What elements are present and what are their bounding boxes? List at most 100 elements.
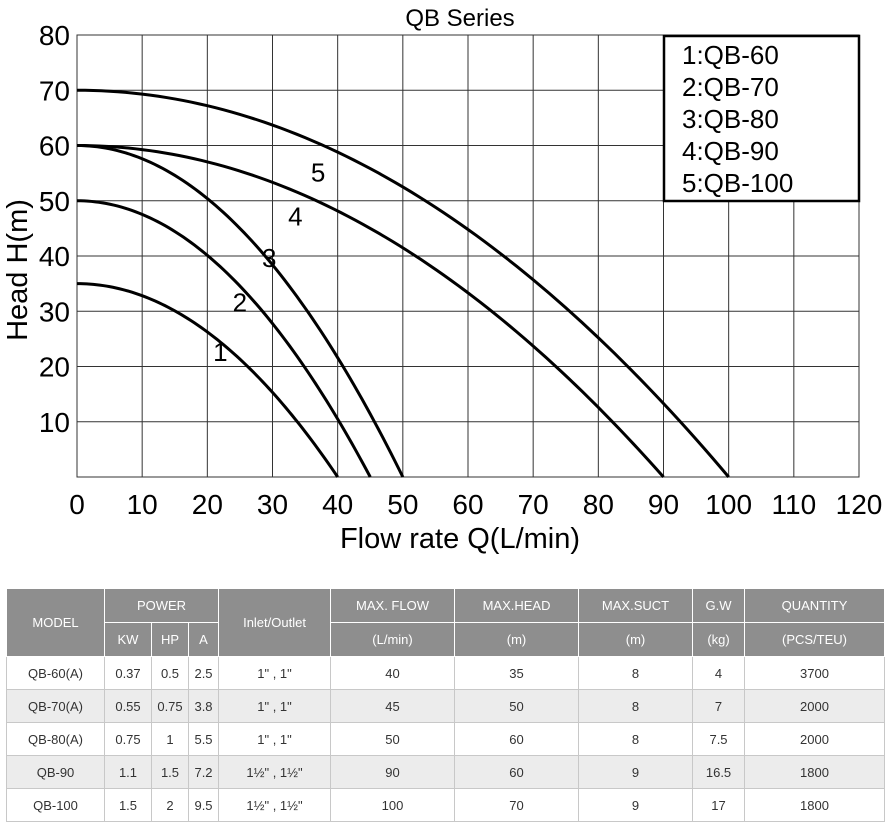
cell-flow: 90: [330, 755, 456, 789]
cell-suct: 8: [578, 689, 694, 723]
y-tick-label: 80: [39, 20, 70, 51]
y-tick-label: 70: [39, 75, 70, 106]
x-tick-label: 100: [705, 489, 752, 520]
cell-kw: 0.37: [104, 656, 152, 690]
curve-label: 1: [213, 337, 227, 367]
cell-inlet: 1" , 1": [218, 722, 332, 756]
cell-hp: 0.5: [151, 656, 189, 690]
legend-entry: 3:QB-80: [682, 104, 779, 134]
cell-qty: 2000: [744, 722, 886, 756]
chart-title: QB Series: [405, 5, 514, 32]
cell-hp: 1.5: [151, 755, 189, 789]
cell-qty: 3700: [744, 656, 886, 690]
table-row: QB-90 1.1 1.5 7.2 1½" , 1½" 90 60 9 16.5…: [6, 755, 886, 789]
curve-3: [76, 144, 405, 478]
cell-flow: 100: [330, 788, 456, 822]
x-tick-label: 120: [836, 489, 883, 520]
chart-curves: [76, 88, 730, 478]
cell-a: 5.5: [187, 722, 220, 756]
cell-gw: 4: [692, 656, 746, 690]
table-row: QB-60(A) 0.37 0.5 2.5 1" , 1" 40 35 8 4 …: [6, 656, 886, 690]
y-tick-label: 60: [39, 131, 70, 162]
cell-qty: 1800: [744, 755, 886, 789]
legend-entry: 5:QB-100: [682, 168, 793, 198]
header-inlet-outlet: Inlet/Outlet: [218, 588, 332, 657]
legend-entry: 4:QB-90: [682, 136, 779, 166]
x-tick-label: 90: [648, 489, 679, 520]
header-a: A: [187, 622, 220, 657]
y-axis-tick-labels: 10 20 30 40 50 60 70 80: [39, 20, 70, 438]
cell-gw: 16.5: [692, 755, 746, 789]
cell-inlet: 1" , 1": [218, 689, 332, 723]
cell-head: 60: [454, 722, 580, 756]
cell-suct: 9: [578, 788, 694, 822]
curve-label: 3: [262, 243, 276, 273]
y-tick-label: 20: [39, 352, 70, 383]
cell-qty: 1800: [744, 788, 886, 822]
cell-head: 60: [454, 755, 580, 789]
x-tick-label: 110: [772, 489, 817, 520]
header-max-suct-unit: (m): [578, 622, 694, 657]
cell-suct: 8: [578, 722, 694, 756]
cell-hp: 2: [151, 788, 189, 822]
cell-a: 7.2: [187, 755, 220, 789]
x-tick-label: 50: [387, 489, 418, 520]
chart-legend: 1:QB-60 2:QB-70 3:QB-80 4:QB-90 5:QB-100: [662, 34, 861, 203]
cell-kw: 1.1: [104, 755, 152, 789]
curve-label: 4: [288, 202, 302, 232]
cell-inlet: 1" , 1": [218, 656, 332, 690]
cell-gw: 17: [692, 788, 746, 822]
cell-kw: 0.55: [104, 689, 152, 723]
legend-entry: 2:QB-70: [682, 72, 779, 102]
cell-model: QB-70(A): [6, 689, 105, 723]
cell-suct: 9: [578, 755, 694, 789]
x-tick-label: 30: [257, 489, 288, 520]
header-model: MODEL: [6, 588, 105, 657]
cell-head: 35: [454, 656, 580, 690]
cell-kw: 0.75: [104, 722, 152, 756]
curve-5: [76, 88, 730, 478]
cell-hp: 1: [151, 722, 189, 756]
curve-2: [76, 199, 372, 478]
x-tick-label: 60: [452, 489, 483, 520]
cell-head: 70: [454, 788, 580, 822]
pump-spec-table: MODEL POWER Inlet/Outlet MAX. FLOW MAX.H…: [6, 588, 886, 822]
x-tick-label: 70: [518, 489, 549, 520]
header-max-head: MAX.HEAD: [454, 588, 580, 623]
y-tick-label: 10: [39, 407, 70, 438]
cell-flow: 40: [330, 656, 456, 690]
curve-label: 5: [311, 157, 325, 187]
legend-entry: 1:QB-60: [682, 40, 779, 70]
cell-kw: 1.5: [104, 788, 152, 822]
x-tick-label: 40: [322, 489, 353, 520]
table-row: QB-100 1.5 2 9.5 1½" , 1½" 100 70 9 17 1…: [6, 788, 886, 822]
header-gw: G.W: [692, 588, 746, 623]
cell-flow: 45: [330, 689, 456, 723]
cell-gw: 7.5: [692, 722, 746, 756]
cell-qty: 2000: [744, 689, 886, 723]
y-tick-label: 30: [39, 296, 70, 327]
cell-suct: 8: [578, 656, 694, 690]
legend-box: [662, 34, 861, 203]
table-row: QB-70(A) 0.55 0.75 3.8 1" , 1" 45 50 8 7…: [6, 689, 886, 723]
x-tick-label: 80: [583, 489, 614, 520]
header-max-flow-unit: (L/min): [330, 622, 456, 657]
cell-inlet: 1½" , 1½": [218, 788, 332, 822]
curve-label: 2: [233, 287, 247, 317]
cell-hp: 0.75: [151, 689, 189, 723]
cell-model: QB-80(A): [6, 722, 105, 756]
header-max-flow: MAX. FLOW: [330, 588, 456, 623]
cell-model: QB-100: [6, 788, 105, 822]
y-axis-label: Head H(m): [2, 199, 34, 341]
y-tick-label: 40: [39, 241, 70, 272]
cell-inlet: 1½" , 1½": [218, 755, 332, 789]
x-tick-label: 10: [127, 489, 158, 520]
cell-model: QB-60(A): [6, 656, 105, 690]
cell-head: 50: [454, 689, 580, 723]
cell-model: QB-90: [6, 755, 105, 789]
curve-4: [76, 144, 665, 478]
header-max-head-unit: (m): [454, 622, 580, 657]
cell-a: 2.5: [187, 656, 220, 690]
header-hp: HP: [151, 622, 189, 657]
